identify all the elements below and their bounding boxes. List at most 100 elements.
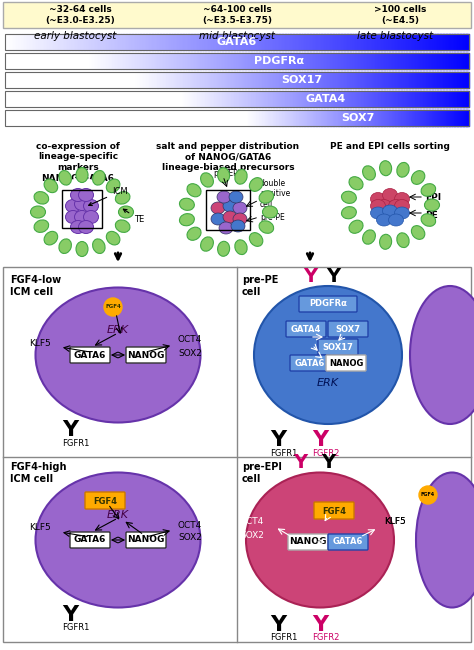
Ellipse shape <box>394 192 410 205</box>
Text: FGF4: FGF4 <box>93 497 117 506</box>
FancyBboxPatch shape <box>126 532 166 548</box>
FancyBboxPatch shape <box>299 296 357 312</box>
Bar <box>5 53 469 69</box>
Text: Y: Y <box>303 268 317 287</box>
Text: SOX2: SOX2 <box>178 534 202 543</box>
Text: GATA6: GATA6 <box>74 350 106 359</box>
Ellipse shape <box>389 200 403 213</box>
Ellipse shape <box>76 168 88 183</box>
Ellipse shape <box>259 190 273 203</box>
Ellipse shape <box>254 286 402 424</box>
Text: FGFR2: FGFR2 <box>312 634 340 642</box>
FancyBboxPatch shape <box>70 532 110 548</box>
Ellipse shape <box>187 184 201 197</box>
Text: OCT4: OCT4 <box>178 521 202 530</box>
Ellipse shape <box>249 177 263 191</box>
Bar <box>5 91 469 107</box>
Ellipse shape <box>65 200 81 213</box>
Ellipse shape <box>218 168 229 183</box>
Ellipse shape <box>59 170 72 185</box>
Ellipse shape <box>59 239 72 254</box>
Text: mid blastocyst: mid blastocyst <box>199 31 275 41</box>
Text: ICM: ICM <box>89 187 128 205</box>
Ellipse shape <box>219 222 233 234</box>
Ellipse shape <box>79 220 93 233</box>
Text: NANOG: NANOG <box>128 350 164 359</box>
Ellipse shape <box>231 220 245 232</box>
Ellipse shape <box>352 172 428 238</box>
Ellipse shape <box>34 192 49 204</box>
Text: NANOG: NANOG <box>128 536 164 545</box>
Ellipse shape <box>217 191 231 203</box>
Text: FGFR1: FGFR1 <box>270 448 298 458</box>
Text: ~64-100 cells
(~E3.5-E3.75): ~64-100 cells (~E3.5-E3.75) <box>202 5 272 25</box>
Ellipse shape <box>341 207 356 219</box>
FancyBboxPatch shape <box>126 347 166 363</box>
Ellipse shape <box>218 241 229 256</box>
Text: FGF4-high
ICM cell: FGF4-high ICM cell <box>10 462 66 484</box>
Text: double
positive
cell: double positive cell <box>260 179 290 209</box>
FancyBboxPatch shape <box>70 347 110 363</box>
Bar <box>5 34 469 50</box>
Text: OCT4: OCT4 <box>240 517 264 526</box>
Text: TE: TE <box>123 209 144 224</box>
Ellipse shape <box>363 166 375 180</box>
Text: ERK: ERK <box>107 510 129 520</box>
Ellipse shape <box>371 192 385 205</box>
Text: FGF4: FGF4 <box>322 506 346 515</box>
Ellipse shape <box>83 211 99 224</box>
Ellipse shape <box>349 220 363 233</box>
Ellipse shape <box>223 211 237 223</box>
Ellipse shape <box>201 173 213 187</box>
Ellipse shape <box>115 220 130 233</box>
Text: ~32-64 cells
(~E3.0-E3.25): ~32-64 cells (~E3.0-E3.25) <box>45 5 115 25</box>
Ellipse shape <box>65 211 81 224</box>
Ellipse shape <box>263 206 277 218</box>
Text: Y: Y <box>270 430 286 450</box>
Ellipse shape <box>180 214 194 226</box>
Text: SOX2: SOX2 <box>178 348 202 358</box>
FancyBboxPatch shape <box>314 502 354 519</box>
FancyBboxPatch shape <box>85 492 125 509</box>
Text: late blastocyst: late blastocyst <box>357 31 433 41</box>
Ellipse shape <box>363 230 375 244</box>
Ellipse shape <box>106 179 120 192</box>
Text: GATA6: GATA6 <box>74 536 106 545</box>
Ellipse shape <box>389 214 403 226</box>
Text: pre-PE: pre-PE <box>260 213 285 222</box>
Text: FGFR1: FGFR1 <box>62 439 90 447</box>
Ellipse shape <box>74 211 90 224</box>
Text: SOX2: SOX2 <box>240 532 264 541</box>
Ellipse shape <box>190 179 266 245</box>
Ellipse shape <box>74 198 90 211</box>
Text: ERK: ERK <box>317 378 339 388</box>
Text: pre-PE
cell: pre-PE cell <box>242 275 278 296</box>
Text: Y: Y <box>326 268 340 287</box>
Text: pre-EPI: pre-EPI <box>213 170 240 179</box>
Ellipse shape <box>42 179 122 245</box>
Ellipse shape <box>34 220 49 233</box>
Text: OCT4: OCT4 <box>178 335 202 345</box>
Ellipse shape <box>83 200 99 213</box>
Ellipse shape <box>235 240 247 255</box>
Ellipse shape <box>92 170 105 185</box>
FancyBboxPatch shape <box>326 355 366 371</box>
Text: Y: Y <box>62 605 78 625</box>
Ellipse shape <box>187 227 201 240</box>
Circle shape <box>104 298 122 316</box>
Bar <box>206 190 250 230</box>
Ellipse shape <box>376 200 392 213</box>
FancyBboxPatch shape <box>290 355 330 371</box>
Bar <box>3 267 471 642</box>
Text: KLF5: KLF5 <box>29 339 51 348</box>
Ellipse shape <box>71 188 85 202</box>
Text: GATA6: GATA6 <box>217 37 257 47</box>
Ellipse shape <box>229 191 243 203</box>
Ellipse shape <box>118 206 134 218</box>
Ellipse shape <box>349 177 363 190</box>
Ellipse shape <box>233 202 247 214</box>
Text: PDGFRα: PDGFRα <box>309 300 347 309</box>
Ellipse shape <box>410 286 474 424</box>
Bar <box>5 72 469 88</box>
Ellipse shape <box>383 205 398 217</box>
